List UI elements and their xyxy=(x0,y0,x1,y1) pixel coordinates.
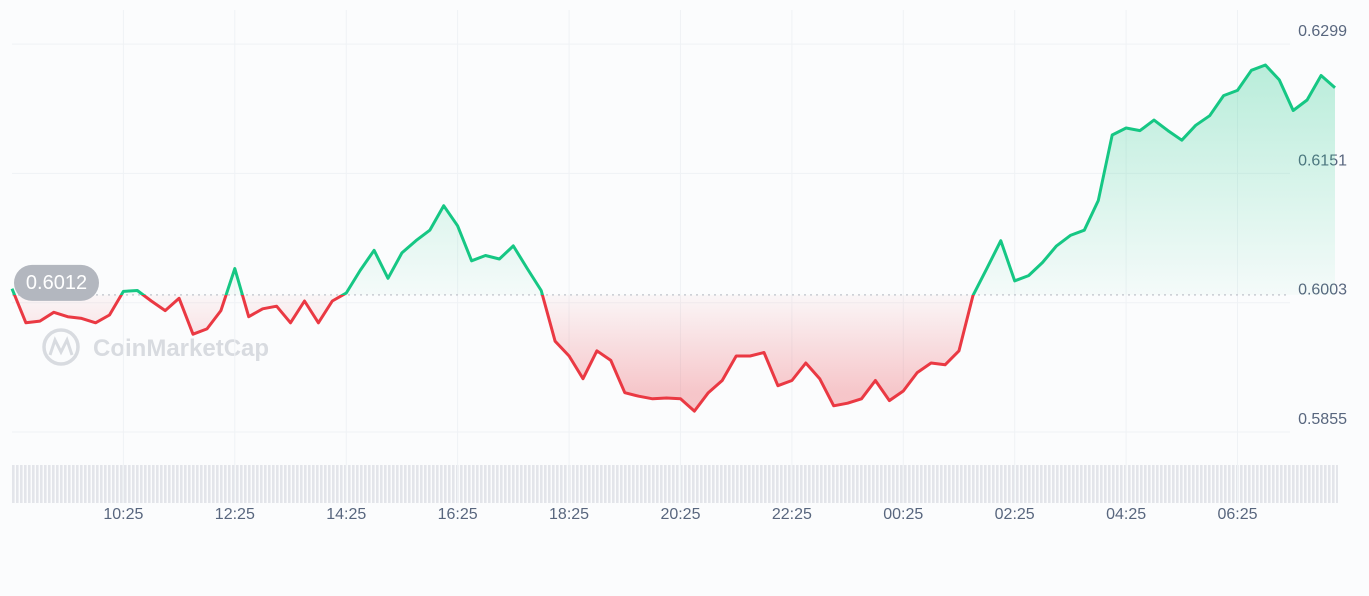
y-tick-label: 0.5855 xyxy=(1298,411,1347,428)
watermark-text: CoinMarketCap xyxy=(93,335,269,362)
area xyxy=(12,65,1335,412)
price-line xyxy=(10,63,1336,413)
x-tick-label: 02:25 xyxy=(995,506,1035,523)
x-tick-label: 12:25 xyxy=(215,506,255,523)
x-tick-label: 14:25 xyxy=(326,506,366,523)
volume-band xyxy=(12,465,1338,503)
x-tick-label: 16:25 xyxy=(438,506,478,523)
x-tick-label: 10:25 xyxy=(103,506,143,523)
baseline-label: 0.6012 xyxy=(26,272,87,294)
x-tick-label: 00:25 xyxy=(883,506,923,523)
watermark: CoinMarketCap xyxy=(42,328,269,366)
y-tick-label: 0.6299 xyxy=(1298,23,1347,40)
x-tick-label: 04:25 xyxy=(1106,506,1146,523)
x-tick-label: 06:25 xyxy=(1217,506,1257,523)
x-tick-label: 18:25 xyxy=(549,506,589,523)
x-tick-label: 20:25 xyxy=(660,506,700,523)
x-tick-label: 22:25 xyxy=(772,506,812,523)
baseline-badge xyxy=(14,264,99,301)
